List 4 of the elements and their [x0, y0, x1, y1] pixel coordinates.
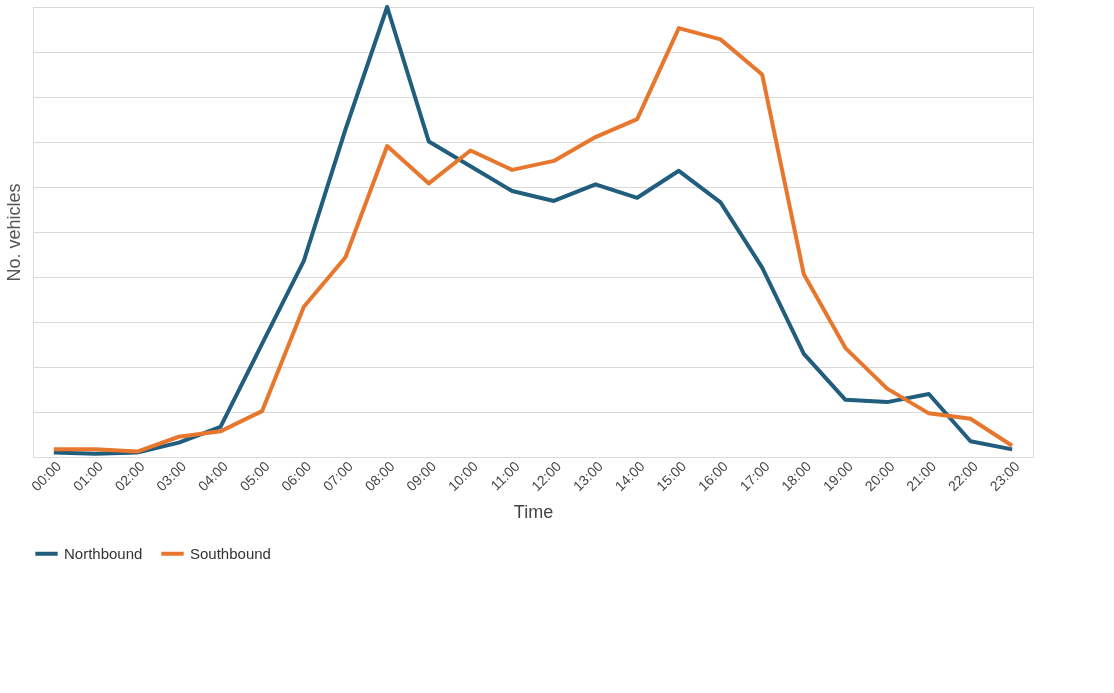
y-axis-title: No. vehicles: [3, 183, 24, 282]
legend-label: Northbound: [64, 544, 143, 562]
x-axis-title: Time: [513, 502, 554, 523]
legend-label: Southbound: [190, 544, 271, 562]
